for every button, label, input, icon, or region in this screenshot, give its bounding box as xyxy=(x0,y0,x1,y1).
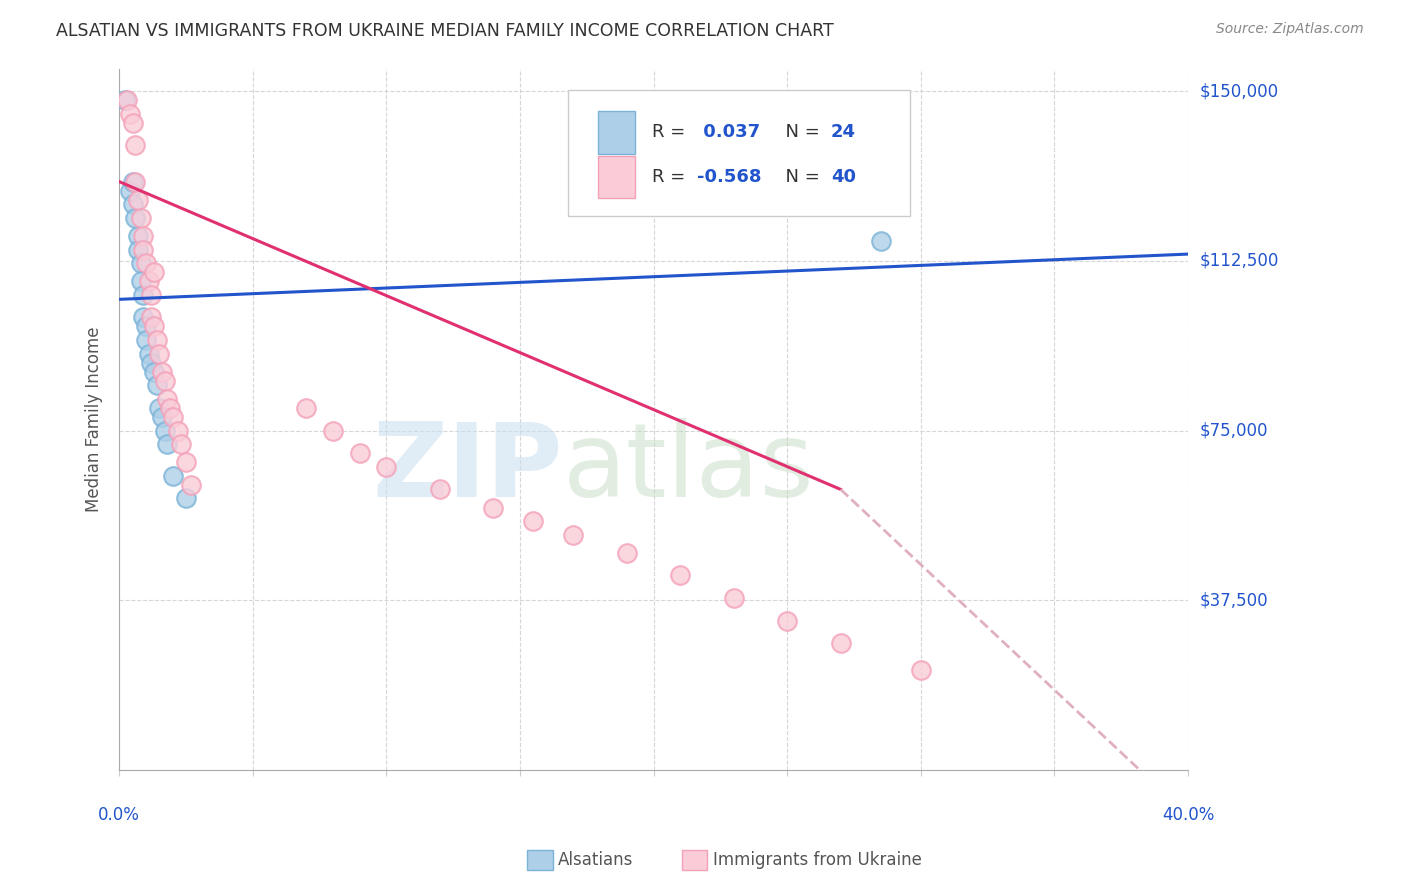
Point xyxy=(127,193,149,207)
Text: N =: N = xyxy=(775,169,825,186)
Point xyxy=(132,310,155,325)
Point xyxy=(118,107,141,121)
Point xyxy=(180,478,202,492)
Point xyxy=(295,401,318,415)
Point xyxy=(156,392,179,406)
Text: R =: R = xyxy=(651,169,690,186)
Point xyxy=(135,319,157,334)
Point xyxy=(669,568,692,582)
Text: ZIP: ZIP xyxy=(373,417,562,519)
Y-axis label: Median Family Income: Median Family Income xyxy=(86,326,103,512)
Point xyxy=(170,437,193,451)
Point xyxy=(159,401,181,415)
Point xyxy=(723,591,745,605)
Point xyxy=(322,424,344,438)
Point xyxy=(135,333,157,347)
Text: 0.0%: 0.0% xyxy=(98,806,141,824)
Point xyxy=(869,234,891,248)
Point xyxy=(118,184,141,198)
Bar xyxy=(598,156,636,198)
Point xyxy=(910,664,932,678)
Point xyxy=(127,229,149,244)
Point xyxy=(776,614,799,628)
Point xyxy=(145,333,167,347)
Point xyxy=(153,424,176,438)
Point xyxy=(138,274,160,288)
Text: 40.0%: 40.0% xyxy=(1161,806,1215,824)
Point xyxy=(121,116,143,130)
Point xyxy=(167,424,190,438)
Point xyxy=(148,401,170,415)
Point xyxy=(616,546,638,560)
Point xyxy=(129,256,152,270)
Point xyxy=(132,288,155,302)
Point xyxy=(143,265,166,279)
Point xyxy=(349,446,371,460)
Point xyxy=(145,378,167,392)
Point xyxy=(162,410,184,425)
Text: $37,500: $37,500 xyxy=(1199,591,1268,609)
Point xyxy=(138,346,160,360)
Point xyxy=(156,437,179,451)
Point xyxy=(522,514,544,528)
Point xyxy=(129,274,152,288)
Text: ALSATIAN VS IMMIGRANTS FROM UKRAINE MEDIAN FAMILY INCOME CORRELATION CHART: ALSATIAN VS IMMIGRANTS FROM UKRAINE MEDI… xyxy=(56,22,834,40)
Point xyxy=(562,527,585,541)
Point xyxy=(162,468,184,483)
Point xyxy=(124,175,146,189)
Text: N =: N = xyxy=(775,123,825,142)
Text: R =: R = xyxy=(651,123,690,142)
Point xyxy=(124,211,146,225)
Point xyxy=(135,256,157,270)
Point xyxy=(117,93,139,107)
Point xyxy=(153,374,176,388)
Point xyxy=(143,365,166,379)
Text: Source: ZipAtlas.com: Source: ZipAtlas.com xyxy=(1216,22,1364,37)
Point xyxy=(150,410,173,425)
Point xyxy=(174,491,197,506)
Point xyxy=(141,310,163,325)
Point xyxy=(482,500,505,515)
Point xyxy=(150,365,173,379)
Point xyxy=(114,93,136,107)
Point xyxy=(375,459,398,474)
Point xyxy=(132,229,155,244)
Point xyxy=(121,175,143,189)
Text: $150,000: $150,000 xyxy=(1199,82,1278,100)
Point xyxy=(141,356,163,370)
Text: Alsatians: Alsatians xyxy=(558,851,634,869)
Point xyxy=(141,288,163,302)
Point xyxy=(429,483,451,497)
Point xyxy=(148,346,170,360)
Text: Immigrants from Ukraine: Immigrants from Ukraine xyxy=(713,851,922,869)
Point xyxy=(174,455,197,469)
Point xyxy=(132,243,155,257)
Text: $112,500: $112,500 xyxy=(1199,252,1278,270)
Point xyxy=(127,243,149,257)
Point xyxy=(121,197,143,211)
Point xyxy=(129,211,152,225)
Text: 40: 40 xyxy=(831,169,856,186)
Point xyxy=(830,636,852,650)
Text: atlas: atlas xyxy=(562,417,814,519)
Bar xyxy=(598,112,636,153)
FancyBboxPatch shape xyxy=(568,89,910,216)
Point xyxy=(124,138,146,153)
Text: 24: 24 xyxy=(831,123,856,142)
Text: $75,000: $75,000 xyxy=(1199,422,1268,440)
Point xyxy=(143,319,166,334)
Text: -0.568: -0.568 xyxy=(697,169,762,186)
Text: 0.037: 0.037 xyxy=(697,123,761,142)
